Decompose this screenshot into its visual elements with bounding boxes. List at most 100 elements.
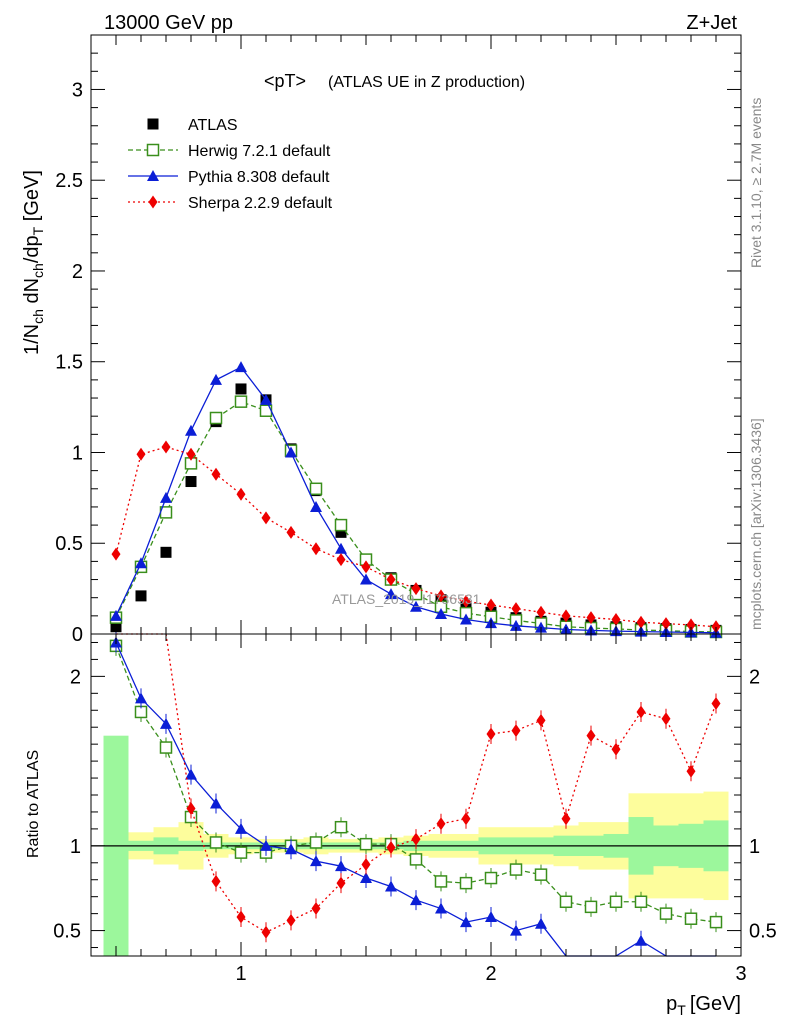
sherpa-ratio-point [211, 874, 221, 888]
main-y-tick-label: 1 [72, 442, 83, 464]
sherpa-ratio-point [236, 910, 246, 924]
main-y-tick-label: 0 [72, 624, 83, 646]
herwig-main-point [209, 411, 223, 425]
ratio-y-tick-label: 0.5 [53, 921, 81, 943]
sherpa-ratio-point [661, 712, 671, 726]
legend-sherpa-label: Sherpa 2.2.9 default [188, 195, 333, 212]
herwig-ratio-point [409, 853, 423, 866]
y-label-part-4: [GeV] [21, 170, 43, 227]
x-label-unit: [GeV] [690, 993, 741, 1015]
y-label-part-3: /dp [21, 235, 43, 263]
sherpa-ratio-point [186, 802, 196, 816]
pythia-ratio-point [185, 768, 197, 780]
herwig-ratio-point [534, 868, 548, 881]
pythia-main-point [160, 491, 172, 503]
pythia-ratio-point [310, 855, 322, 867]
pythia-ratio-point [510, 924, 522, 936]
sherpa-main-point [661, 617, 671, 631]
main-axis-ticks: 0 0.5 1 1.5 2 2.5 3 [55, 34, 741, 646]
data-main-point [160, 546, 172, 558]
sherpa-ratio-point [461, 812, 471, 826]
sherpa-ratio-point [586, 729, 596, 743]
plot-title: <pT> [264, 71, 306, 91]
pythia-ratio-point [435, 902, 447, 914]
main-y-tick-label: 3 [72, 79, 83, 101]
ratio-y-tick-label-right: 0.5 [749, 921, 777, 943]
legend-sherpa-marker [148, 195, 158, 209]
header-process-label: Z+Jet [686, 12, 737, 34]
sherpa-main-point [711, 620, 721, 634]
pythia-ratio-point [235, 822, 247, 834]
pythia-ratio-point [210, 797, 222, 809]
pythia-main-point [510, 619, 522, 631]
sherpa-main-point [461, 594, 471, 608]
pythia-ratio-point [360, 872, 372, 884]
herwig-ratio-point [609, 895, 623, 909]
sherpa-main-point [436, 589, 446, 603]
mcplots-label: mcplots.cern.ch [arXiv:1306.3436] [748, 418, 764, 630]
sherpa-main-point [236, 487, 246, 501]
sherpa-main-point [186, 447, 196, 461]
pythia-ratio-point [535, 917, 547, 929]
pythia-ratio-point [135, 692, 147, 704]
sherpa-ratio-point [511, 724, 521, 738]
pythia-ratio-point [410, 894, 422, 906]
legend-data-marker [147, 118, 159, 130]
main-plot-panel: ATLAS_2019_I1736531 0 0.5 1 1.5 2 2.5 3 <pT> (… [21, 34, 742, 646]
sherpa-ratio-point [636, 705, 646, 719]
y-label-part-1: 1/N [21, 324, 43, 355]
sherpa-ratio-point [536, 713, 546, 727]
sherpa-main-point [361, 560, 371, 574]
sherpa-ratio-point [361, 857, 371, 871]
pythia-ratio-point [260, 839, 272, 851]
herwig-ratio-point [559, 895, 573, 909]
pythia-main-point [410, 600, 422, 612]
main-y-tick-label: 2 [72, 261, 83, 283]
x-tick-label: 2 [485, 963, 496, 985]
ratio-y-tick-label: 2 [70, 666, 81, 688]
sherpa-ratio-point [336, 876, 346, 890]
x-label-symbol: p [666, 993, 677, 1015]
herwig-ratio-point [509, 863, 523, 876]
pythia-main-point [435, 608, 447, 620]
y-label-sub-2: ch [30, 263, 46, 278]
pythia-main-point [210, 373, 222, 385]
main-y-tick-label: 1.5 [55, 352, 83, 374]
data-main-point [135, 590, 147, 602]
herwig-ratio-point [309, 836, 323, 849]
sherpa-main-point [536, 605, 546, 619]
legend-pythia-label: Pythia 8.308 default [188, 169, 330, 186]
herwig-ratio-point [584, 900, 598, 914]
sherpa-ratio-point [686, 764, 696, 778]
herwig-ratio-line [115, 645, 717, 923]
x-tick-label: 3 [735, 963, 746, 985]
pythia-main-point [310, 500, 322, 512]
herwig-ratio-point [434, 875, 448, 888]
ratio-y-tick-label: 1 [70, 836, 81, 858]
sherpa-main-point [211, 467, 221, 481]
analysis-watermark: ATLAS_2019_I1736531 [332, 591, 481, 607]
herwig-ratio-point [459, 876, 473, 890]
ratio-y-axis-label: Ratio to ATLAS [25, 750, 42, 858]
legend-herwig-marker [146, 143, 160, 157]
main-y-tick-label: 0.5 [55, 533, 83, 555]
sherpa-ratio-point [386, 841, 396, 855]
sherpa-main-point [486, 598, 496, 612]
pythia-main-point [110, 609, 122, 621]
sherpa-ratio-point [411, 832, 421, 846]
sherpa-ratio-point [611, 742, 621, 756]
pythia-main-point [285, 446, 297, 458]
main-y-axis-label: 1/Nch dNch/dpT [GeV] [21, 170, 46, 355]
sherpa-main-point [386, 573, 396, 587]
pythia-ratio-point [285, 843, 297, 855]
pythia-main-point [460, 613, 472, 625]
sherpa-main-point [611, 612, 621, 626]
herwig-ratio-point [234, 846, 248, 859]
ratio-y-tick-label-right: 2 [749, 666, 760, 688]
rivet-version-label: Rivet 3.1.10, ≥ 2.7M events [748, 98, 764, 268]
sherpa-ratio-point [286, 913, 296, 927]
herwig-ratio-point [209, 836, 223, 849]
sherpa-main-point [136, 447, 146, 461]
sherpa-main-point [336, 553, 346, 567]
